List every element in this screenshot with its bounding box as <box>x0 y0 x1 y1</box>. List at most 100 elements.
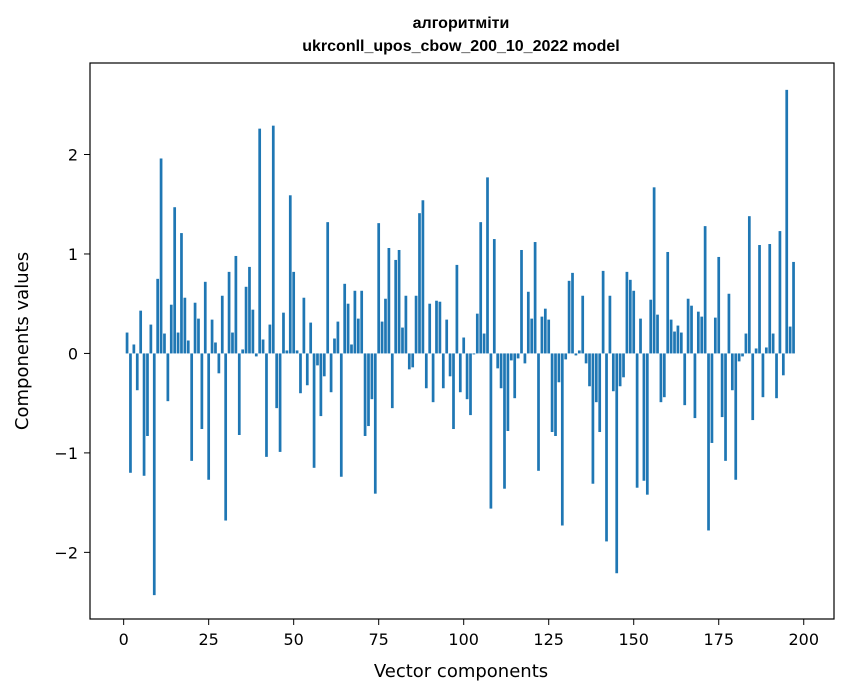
bar-74 <box>373 353 377 494</box>
bar-90 <box>428 303 432 354</box>
bar-55 <box>309 322 313 354</box>
bar-168 <box>693 353 697 419</box>
bar-8 <box>149 324 153 354</box>
bar-191 <box>771 333 775 354</box>
bar-94 <box>441 353 445 389</box>
bar-19 <box>186 340 190 354</box>
bar-42 <box>265 353 268 457</box>
bar-196 <box>788 326 792 354</box>
bar-135 <box>581 295 585 354</box>
bar-113 <box>506 353 510 432</box>
bar-159 <box>662 353 666 398</box>
bar-65 <box>343 283 347 354</box>
bar-197 <box>792 261 795 354</box>
bar-175 <box>717 256 721 354</box>
bar-91 <box>431 353 435 403</box>
bar-122 <box>537 353 540 471</box>
bar-87 <box>418 213 421 354</box>
bar-169 <box>696 311 700 354</box>
bar-20 <box>190 353 194 461</box>
bar-181 <box>737 353 741 362</box>
bar-22 <box>197 318 200 354</box>
bar-6 <box>142 353 146 476</box>
bar-156 <box>652 187 656 354</box>
bar-178 <box>727 293 731 354</box>
bar-31 <box>227 271 231 354</box>
bar-134 <box>577 350 581 354</box>
bar-63 <box>336 321 340 354</box>
bar-76 <box>380 321 384 354</box>
bar-115 <box>513 353 517 399</box>
bar-97 <box>452 353 455 430</box>
bar-84 <box>407 353 411 370</box>
bar-136 <box>584 353 588 364</box>
bar-131 <box>567 280 571 354</box>
bar-85 <box>411 353 415 368</box>
bar-183 <box>744 333 748 354</box>
bar-118 <box>523 353 527 364</box>
bar-180 <box>734 353 738 480</box>
bar-154 <box>645 353 649 495</box>
bar-50 <box>292 271 296 354</box>
bar-64 <box>339 353 343 477</box>
bar-133 <box>574 353 578 356</box>
bar-61 <box>329 353 333 393</box>
bar-86 <box>414 295 418 354</box>
x-tick-label: 50 <box>284 630 304 649</box>
bar-162 <box>673 331 676 354</box>
x-tick-label: 175 <box>703 630 734 649</box>
bar-182 <box>741 353 744 357</box>
bar-80 <box>394 259 398 354</box>
bar-176 <box>720 353 724 418</box>
bar-53 <box>302 297 306 354</box>
x-tick-label: 200 <box>788 630 819 649</box>
bar-24 <box>203 281 207 354</box>
bar-1 <box>125 332 129 354</box>
bar-193 <box>778 231 782 354</box>
bars-group <box>125 89 795 596</box>
bar-13 <box>166 353 170 402</box>
bar-189 <box>764 347 768 354</box>
bar-72 <box>367 353 370 427</box>
x-tick-label: 0 <box>119 630 129 649</box>
x-tick-label: 150 <box>618 630 649 649</box>
bar-51 <box>295 350 299 354</box>
y-axis-ticks: −2 −1 0 1 2 <box>54 146 90 562</box>
x-tick-label: 75 <box>369 630 389 649</box>
bar-192 <box>775 353 778 399</box>
bar-163 <box>676 325 680 354</box>
y-tick-label: 0 <box>68 344 78 363</box>
bar-15 <box>173 207 177 354</box>
bar-25 <box>207 353 211 480</box>
bar-60 <box>326 222 330 354</box>
bar-130 <box>564 353 568 360</box>
bar-10 <box>156 278 160 354</box>
bar-23 <box>200 353 204 430</box>
bar-14 <box>169 304 173 354</box>
bar-75 <box>377 223 381 354</box>
y-tick-label: 1 <box>68 245 78 264</box>
bar-83 <box>404 295 408 354</box>
bar-185 <box>751 353 755 421</box>
bar-33 <box>234 255 238 354</box>
bar-123 <box>540 316 544 354</box>
bar-99 <box>458 353 462 393</box>
bar-47 <box>282 312 285 354</box>
x-axis-ticks: 0 25 50 75 100 125 150 175 200 <box>119 619 819 649</box>
bar-164 <box>679 332 683 354</box>
bar-190 <box>768 244 772 354</box>
bar-58 <box>319 353 323 417</box>
bar-81 <box>397 249 401 354</box>
bar-49 <box>288 195 292 354</box>
bar-145 <box>615 353 619 574</box>
bar-186 <box>754 348 758 354</box>
bar-107 <box>486 177 489 354</box>
bar-141 <box>601 270 605 354</box>
bar-54 <box>305 353 309 386</box>
chart-title-line1: алгоритміти <box>413 15 510 32</box>
bar-30 <box>224 353 228 521</box>
bar-151 <box>635 353 639 488</box>
bar-93 <box>438 301 442 354</box>
bar-104 <box>475 313 479 354</box>
bar-142 <box>605 353 608 542</box>
